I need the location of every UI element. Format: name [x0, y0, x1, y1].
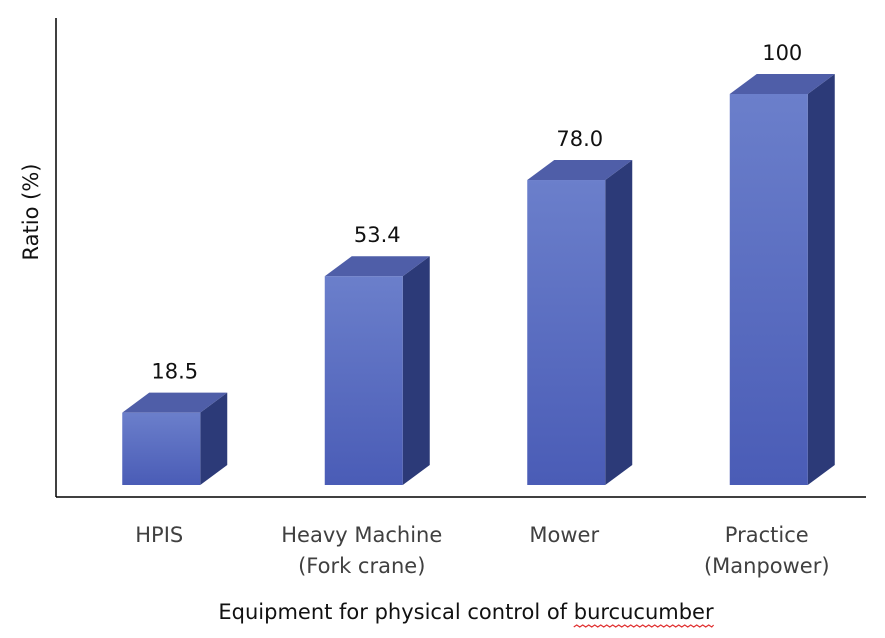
data-label: 53.4	[354, 223, 401, 247]
bar-top-face	[122, 392, 228, 413]
bar-top-face	[729, 74, 835, 94]
x-tick-label-line: Practice	[725, 523, 809, 547]
x-tick-label: HPIS	[135, 523, 183, 547]
bar	[729, 74, 835, 485]
x-tick-label: Practice (Manpower)	[704, 523, 830, 578]
bar-front-face	[122, 412, 201, 485]
bar-front-face	[324, 276, 403, 485]
bar	[122, 392, 228, 485]
bar-top-face	[324, 256, 430, 277]
x-tick-label: Mower	[529, 523, 599, 547]
x-axis-title: Equipment for physical control of burcuc…	[218, 600, 714, 624]
bar-front-face	[527, 180, 606, 485]
bar-side-face	[200, 392, 228, 485]
bar	[527, 160, 633, 485]
x-tick-label-line: HPIS	[135, 523, 183, 547]
bar-top-face	[527, 160, 633, 181]
bars-group	[122, 74, 835, 485]
x-tick-labels-group: HPIS Heavy Machine (Fork crane) Mower Practi…	[135, 523, 829, 578]
x-tick-label-line: (Manpower)	[704, 554, 830, 578]
bar-side-face	[807, 74, 835, 485]
data-label: 100	[762, 41, 802, 65]
bar-side-face	[402, 256, 430, 485]
x-tick-label-line: Mower	[529, 523, 599, 547]
x-tick-label-line: (Fork crane)	[298, 554, 425, 578]
bar	[324, 256, 430, 485]
x-tick-label-line: Heavy Machine	[281, 523, 442, 547]
data-label: 78.0	[556, 127, 603, 151]
bar-side-face	[605, 160, 633, 485]
bar-front-face	[729, 94, 808, 485]
data-label: 18.5	[151, 360, 198, 384]
y-axis-title: Ratio (%)	[19, 164, 43, 261]
data-labels-group: 18.5 53.4 78.0 100	[151, 41, 802, 384]
spellcheck-underline	[573, 624, 715, 628]
x-tick-label: Heavy Machine (Fork crane)	[281, 523, 442, 578]
